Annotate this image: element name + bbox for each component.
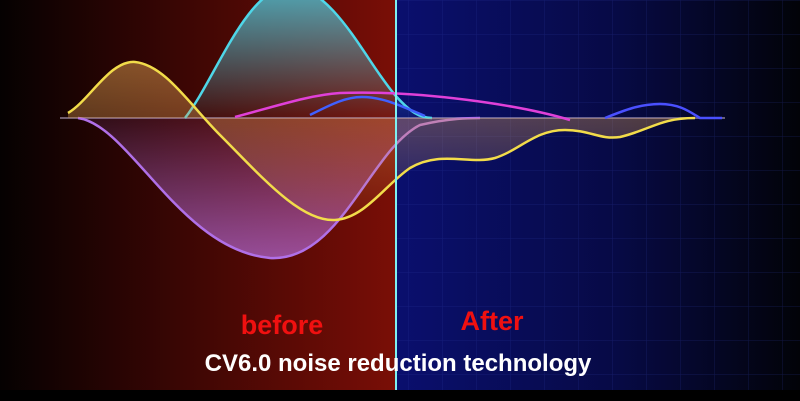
yellow-wave-fill bbox=[68, 61, 695, 221]
bottom-strip bbox=[0, 390, 800, 401]
blue-wave bbox=[309, 95, 426, 118]
cyan-wave-fill bbox=[185, 0, 432, 118]
magenta-wave bbox=[234, 91, 571, 122]
blue-wave bbox=[604, 102, 722, 120]
before-label: before bbox=[241, 310, 324, 340]
cyan-wave bbox=[184, 0, 433, 120]
grid bbox=[396, 0, 800, 390]
caption: CV6.0 noise reduction technology bbox=[205, 350, 592, 377]
after-label: After bbox=[460, 306, 523, 336]
